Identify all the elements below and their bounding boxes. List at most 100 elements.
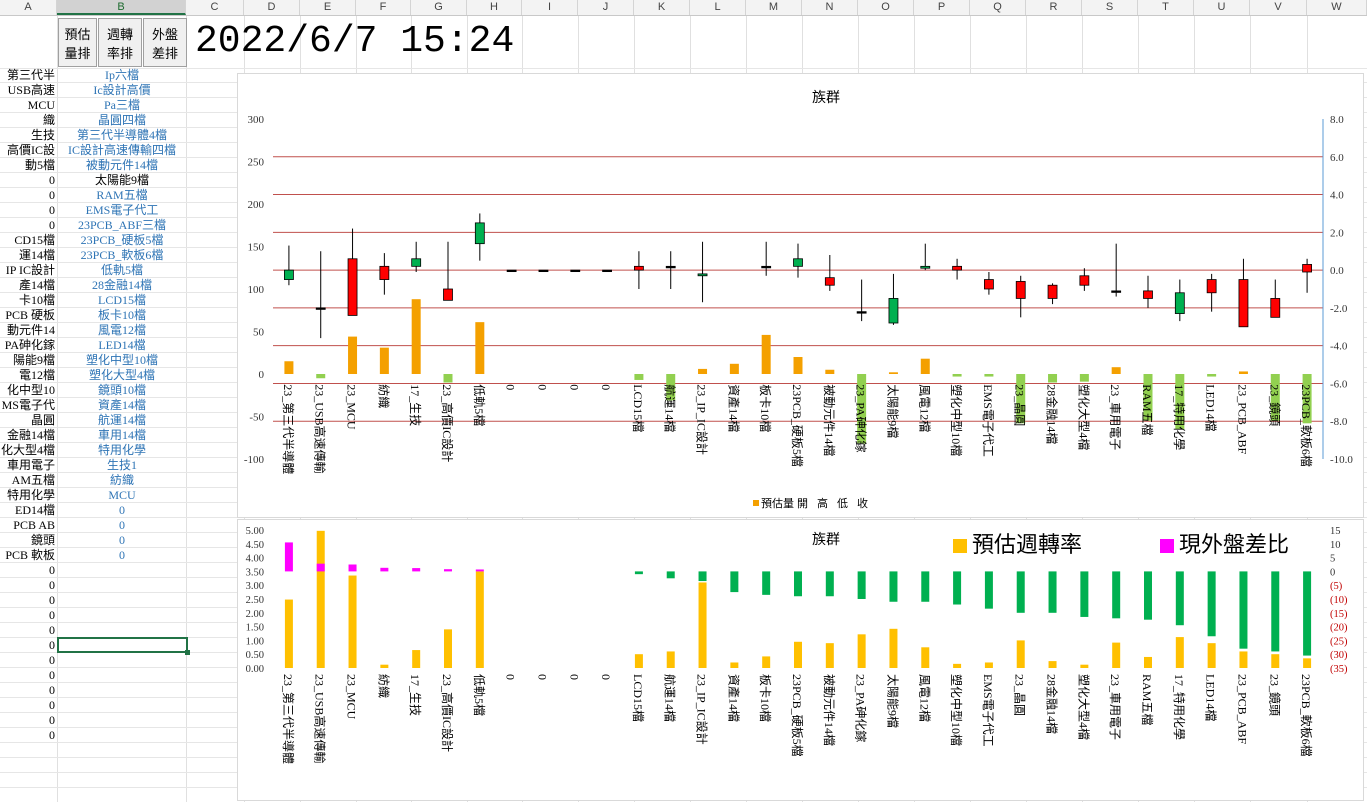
cell-b[interactable]: 28金融14檔 <box>91 278 152 292</box>
cell-b[interactable]: Ip六檔 <box>105 68 139 82</box>
cell-a[interactable]: 高價IC設 <box>6 143 55 157</box>
cell-a[interactable]: PCB 軟板 <box>5 548 55 562</box>
column-header-q[interactable]: Q <box>970 0 1026 15</box>
cell-a[interactable]: IP IC設計 <box>5 263 55 277</box>
cell-a[interactable]: 陽能9檔 <box>12 353 55 367</box>
cell-b[interactable]: 23PCB_軟板6檔 <box>80 248 164 262</box>
cell-b[interactable]: 車用14檔 <box>97 428 146 442</box>
cell-b[interactable]: 塑化中型10檔 <box>85 353 158 367</box>
cell-a[interactable]: 織 <box>42 113 55 127</box>
column-header-s[interactable]: S <box>1082 0 1138 15</box>
column-header-c[interactable]: C <box>186 0 244 15</box>
cell-a[interactable]: 動元件14 <box>6 323 55 337</box>
cell-a[interactable]: 0 <box>49 563 55 577</box>
cell-b[interactable]: 生技1 <box>106 458 137 472</box>
column-header-b[interactable]: B <box>57 0 186 15</box>
cell-a[interactable]: 0 <box>49 218 55 232</box>
cell-b[interactable]: LED14檔 <box>98 338 146 352</box>
cell-a[interactable]: 晶圓 <box>30 413 55 427</box>
cell-b[interactable]: MCU <box>108 488 136 502</box>
cell-a[interactable]: 特用化學 <box>6 488 55 502</box>
column-header-u[interactable]: U <box>1194 0 1250 15</box>
column-header-i[interactable]: I <box>522 0 578 15</box>
column-header-v[interactable]: V <box>1250 0 1307 15</box>
cell-a[interactable]: 0 <box>49 698 55 712</box>
cell-a[interactable]: 車用電子 <box>6 458 55 472</box>
cell-a[interactable]: 金融14檔 <box>6 428 55 442</box>
column-header-d[interactable]: D <box>244 0 300 15</box>
cell-a[interactable]: MS電子代 <box>1 398 55 412</box>
cell-b[interactable]: EMS電子代工 <box>85 203 159 217</box>
cell-a[interactable]: 0 <box>49 593 55 607</box>
cell-a[interactable]: 0 <box>49 668 55 682</box>
selected-cell-cursor[interactable] <box>57 637 188 653</box>
cell-b[interactable]: 0 <box>119 503 125 517</box>
fill-handle[interactable] <box>185 650 190 655</box>
cell-a[interactable]: 化大型4檔 <box>0 443 55 457</box>
cell-a[interactable]: CD15檔 <box>14 233 55 247</box>
cell-b[interactable]: 航運14檔 <box>97 413 146 427</box>
cell-a[interactable]: 0 <box>49 638 55 652</box>
cell-a[interactable]: 0 <box>49 578 55 592</box>
column-header-m[interactable]: M <box>746 0 802 15</box>
cell-b[interactable]: 0 <box>119 548 125 562</box>
sort-by-turnover-rate-button[interactable]: 週轉 率排 <box>98 18 142 67</box>
column-header-p[interactable]: P <box>914 0 970 15</box>
column-header-o[interactable]: O <box>858 0 914 15</box>
cell-a[interactable]: 卡10檔 <box>18 293 55 307</box>
cell-b[interactable]: 低軌5檔 <box>100 263 143 277</box>
column-header-a[interactable]: A <box>0 0 57 15</box>
cell-b[interactable]: 23PCB_硬板5檔 <box>80 233 164 247</box>
cell-b[interactable]: 鏡頭10檔 <box>97 383 146 397</box>
column-header-e[interactable]: E <box>300 0 356 15</box>
cell-a[interactable]: 生技 <box>30 128 55 142</box>
cell-a[interactable]: 0 <box>49 203 55 217</box>
cell-b[interactable]: 資產14檔 <box>97 398 146 412</box>
cell-a[interactable]: 0 <box>49 188 55 202</box>
cell-a[interactable]: AM五檔 <box>11 473 55 487</box>
cell-a[interactable]: 0 <box>49 623 55 637</box>
cell-a[interactable]: 產14檔 <box>18 278 55 292</box>
cell-b[interactable]: 風電12檔 <box>97 323 146 337</box>
turnover-chart[interactable]: 族群 5.00 4.50 4.00 3.50 3.00 2.50 2.00 1.50 1.00 0.… <box>237 519 1364 801</box>
cell-b[interactable]: 0 <box>119 533 125 547</box>
cell-a[interactable]: 電12檔 <box>18 368 55 382</box>
column-header-g[interactable]: G <box>411 0 467 15</box>
cell-b[interactable]: 第三代半導體4檔 <box>76 128 167 142</box>
cell-a[interactable]: PA砷化鎵 <box>4 338 55 352</box>
cell-b[interactable]: 23PCB_ABF三檔 <box>77 218 167 232</box>
cell-a[interactable]: 0 <box>49 683 55 697</box>
cell-a[interactable]: 0 <box>49 728 55 742</box>
cell-a[interactable]: 0 <box>49 608 55 622</box>
cell-b[interactable]: 被動元件14檔 <box>85 158 158 172</box>
cell-b[interactable]: RAM五檔 <box>96 188 148 202</box>
cell-a[interactable]: 動5檔 <box>24 158 55 172</box>
column-header-t[interactable]: T <box>1138 0 1194 15</box>
cell-a[interactable]: 鏡頭 <box>30 533 55 547</box>
cell-b[interactable]: Ic設計高價 <box>93 83 151 97</box>
cell-a[interactable]: 第三代半 <box>6 68 55 82</box>
cell-b[interactable]: Pa三檔 <box>103 98 140 112</box>
column-header-h[interactable]: H <box>467 0 522 15</box>
cell-a[interactable]: ED14檔 <box>15 503 55 517</box>
cell-b[interactable]: 板卡10檔 <box>97 308 146 322</box>
column-header-l[interactable]: L <box>690 0 746 15</box>
column-header-r[interactable]: R <box>1026 0 1082 15</box>
column-header-n[interactable]: N <box>802 0 858 15</box>
cell-a[interactable]: PCB 硬板 <box>5 308 55 322</box>
sort-by-estimated-volume-button[interactable]: 預估 量排 <box>58 18 97 67</box>
cell-b[interactable]: 紡織 <box>109 473 134 487</box>
datetime-cell[interactable]: 2022/6/7 15:24 <box>195 20 515 63</box>
cell-a[interactable]: USB高速 <box>7 83 55 97</box>
column-header-k[interactable]: K <box>634 0 690 15</box>
sort-by-outer-diff-button[interactable]: 外盤 差排 <box>143 18 187 67</box>
cell-a[interactable]: MCU <box>27 98 55 112</box>
cell-a[interactable]: PCB AB <box>13 518 55 532</box>
cell-a[interactable]: 0 <box>49 653 55 667</box>
cell-b[interactable]: 0 <box>119 518 125 532</box>
cell-b[interactable]: 太陽能9檔 <box>94 173 149 187</box>
cell-b[interactable]: 塑化大型4檔 <box>88 368 155 382</box>
cell-a[interactable]: 運14檔 <box>18 248 55 262</box>
column-header-f[interactable]: F <box>356 0 411 15</box>
cell-b[interactable]: IC設計高速傳輸四檔 <box>67 143 176 157</box>
